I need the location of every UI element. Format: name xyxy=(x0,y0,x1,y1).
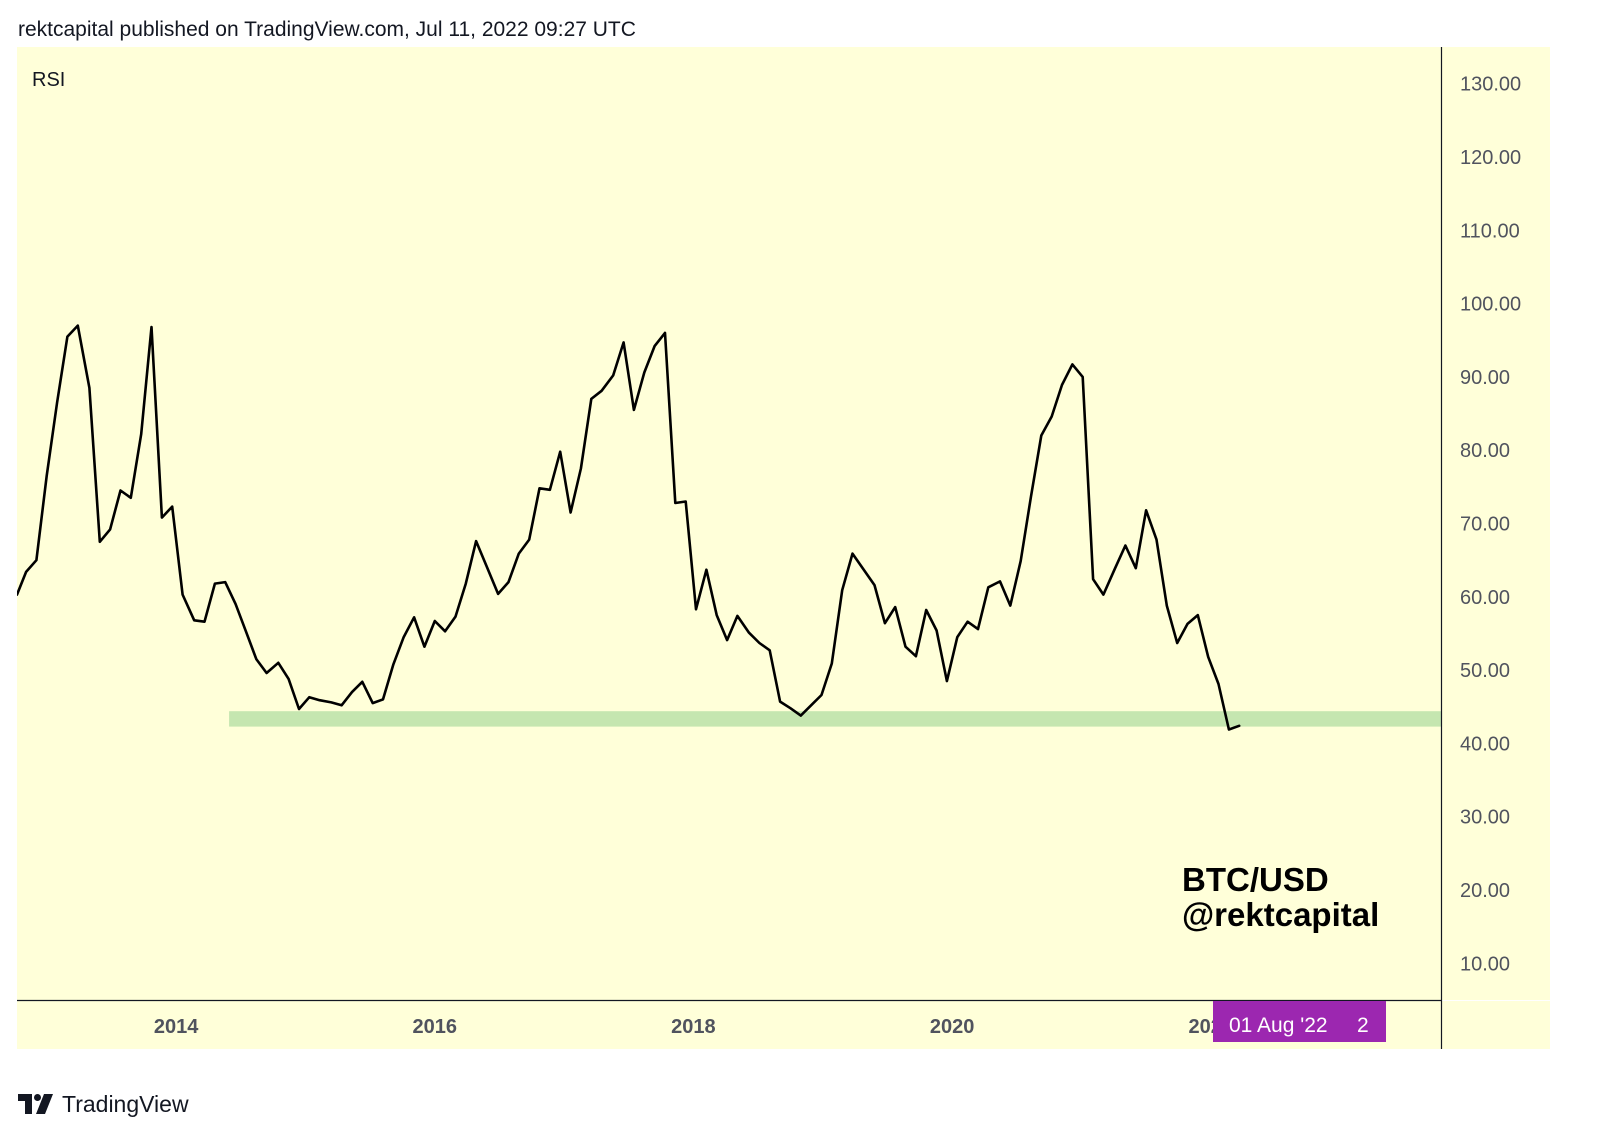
x-tick-label: 2016 xyxy=(413,1016,458,1038)
date-badge-extra: 2 xyxy=(1357,1014,1369,1037)
y-tick-label: 120.00 xyxy=(1460,147,1521,169)
plot-background xyxy=(17,47,1441,1000)
tradingview-logo-icon xyxy=(18,1094,53,1114)
publish-info: rektcapital published on TradingView.com… xyxy=(18,18,636,41)
y-tick-label: 130.00 xyxy=(1460,74,1521,96)
y-tick-label: 60.00 xyxy=(1460,587,1510,609)
date-badge-date: 01 Aug '22 xyxy=(1229,1014,1328,1037)
date-badge-box xyxy=(1213,1001,1386,1042)
date-badge: 01 Aug '22 2 xyxy=(1213,1001,1386,1042)
support-band xyxy=(229,711,1442,727)
y-tick-label: 40.00 xyxy=(1460,733,1510,755)
rsi-chart[interactable]: 2014 2016 2018 2020 2022 130.00120.00110.001… xyxy=(17,47,1585,1074)
y-tick-label: 10.00 xyxy=(1460,953,1510,975)
x-tick-label: 2018 xyxy=(671,1016,716,1038)
price-scale-background[interactable] xyxy=(1442,47,1550,1000)
time-scale-background[interactable] xyxy=(17,1001,1441,1049)
y-tick-label: 80.00 xyxy=(1460,440,1510,462)
watermark-handle: @rektcapital xyxy=(1182,896,1379,933)
rsi-series-line xyxy=(17,324,1241,731)
x-tick-label: 2020 xyxy=(930,1016,975,1038)
corner-background xyxy=(1442,1001,1550,1049)
y-tick-label: 70.00 xyxy=(1460,514,1510,536)
y-tick-label: 100.00 xyxy=(1460,294,1521,316)
x-tick-label: 2014 xyxy=(154,1016,199,1038)
y-tick-label: 30.00 xyxy=(1460,807,1510,829)
y-tick-label: 110.00 xyxy=(1460,220,1520,242)
y-tick-label: 90.00 xyxy=(1460,367,1510,389)
tradingview-logo[interactable]: TradingView xyxy=(18,1090,189,1118)
indicator-label: RSI xyxy=(32,69,65,91)
watermark-pair: BTC/USD xyxy=(1182,861,1329,898)
y-tick-label: 20.00 xyxy=(1460,880,1510,902)
tradingview-logo-text: TradingView xyxy=(62,1090,189,1117)
y-tick-label: 50.00 xyxy=(1460,660,1510,682)
